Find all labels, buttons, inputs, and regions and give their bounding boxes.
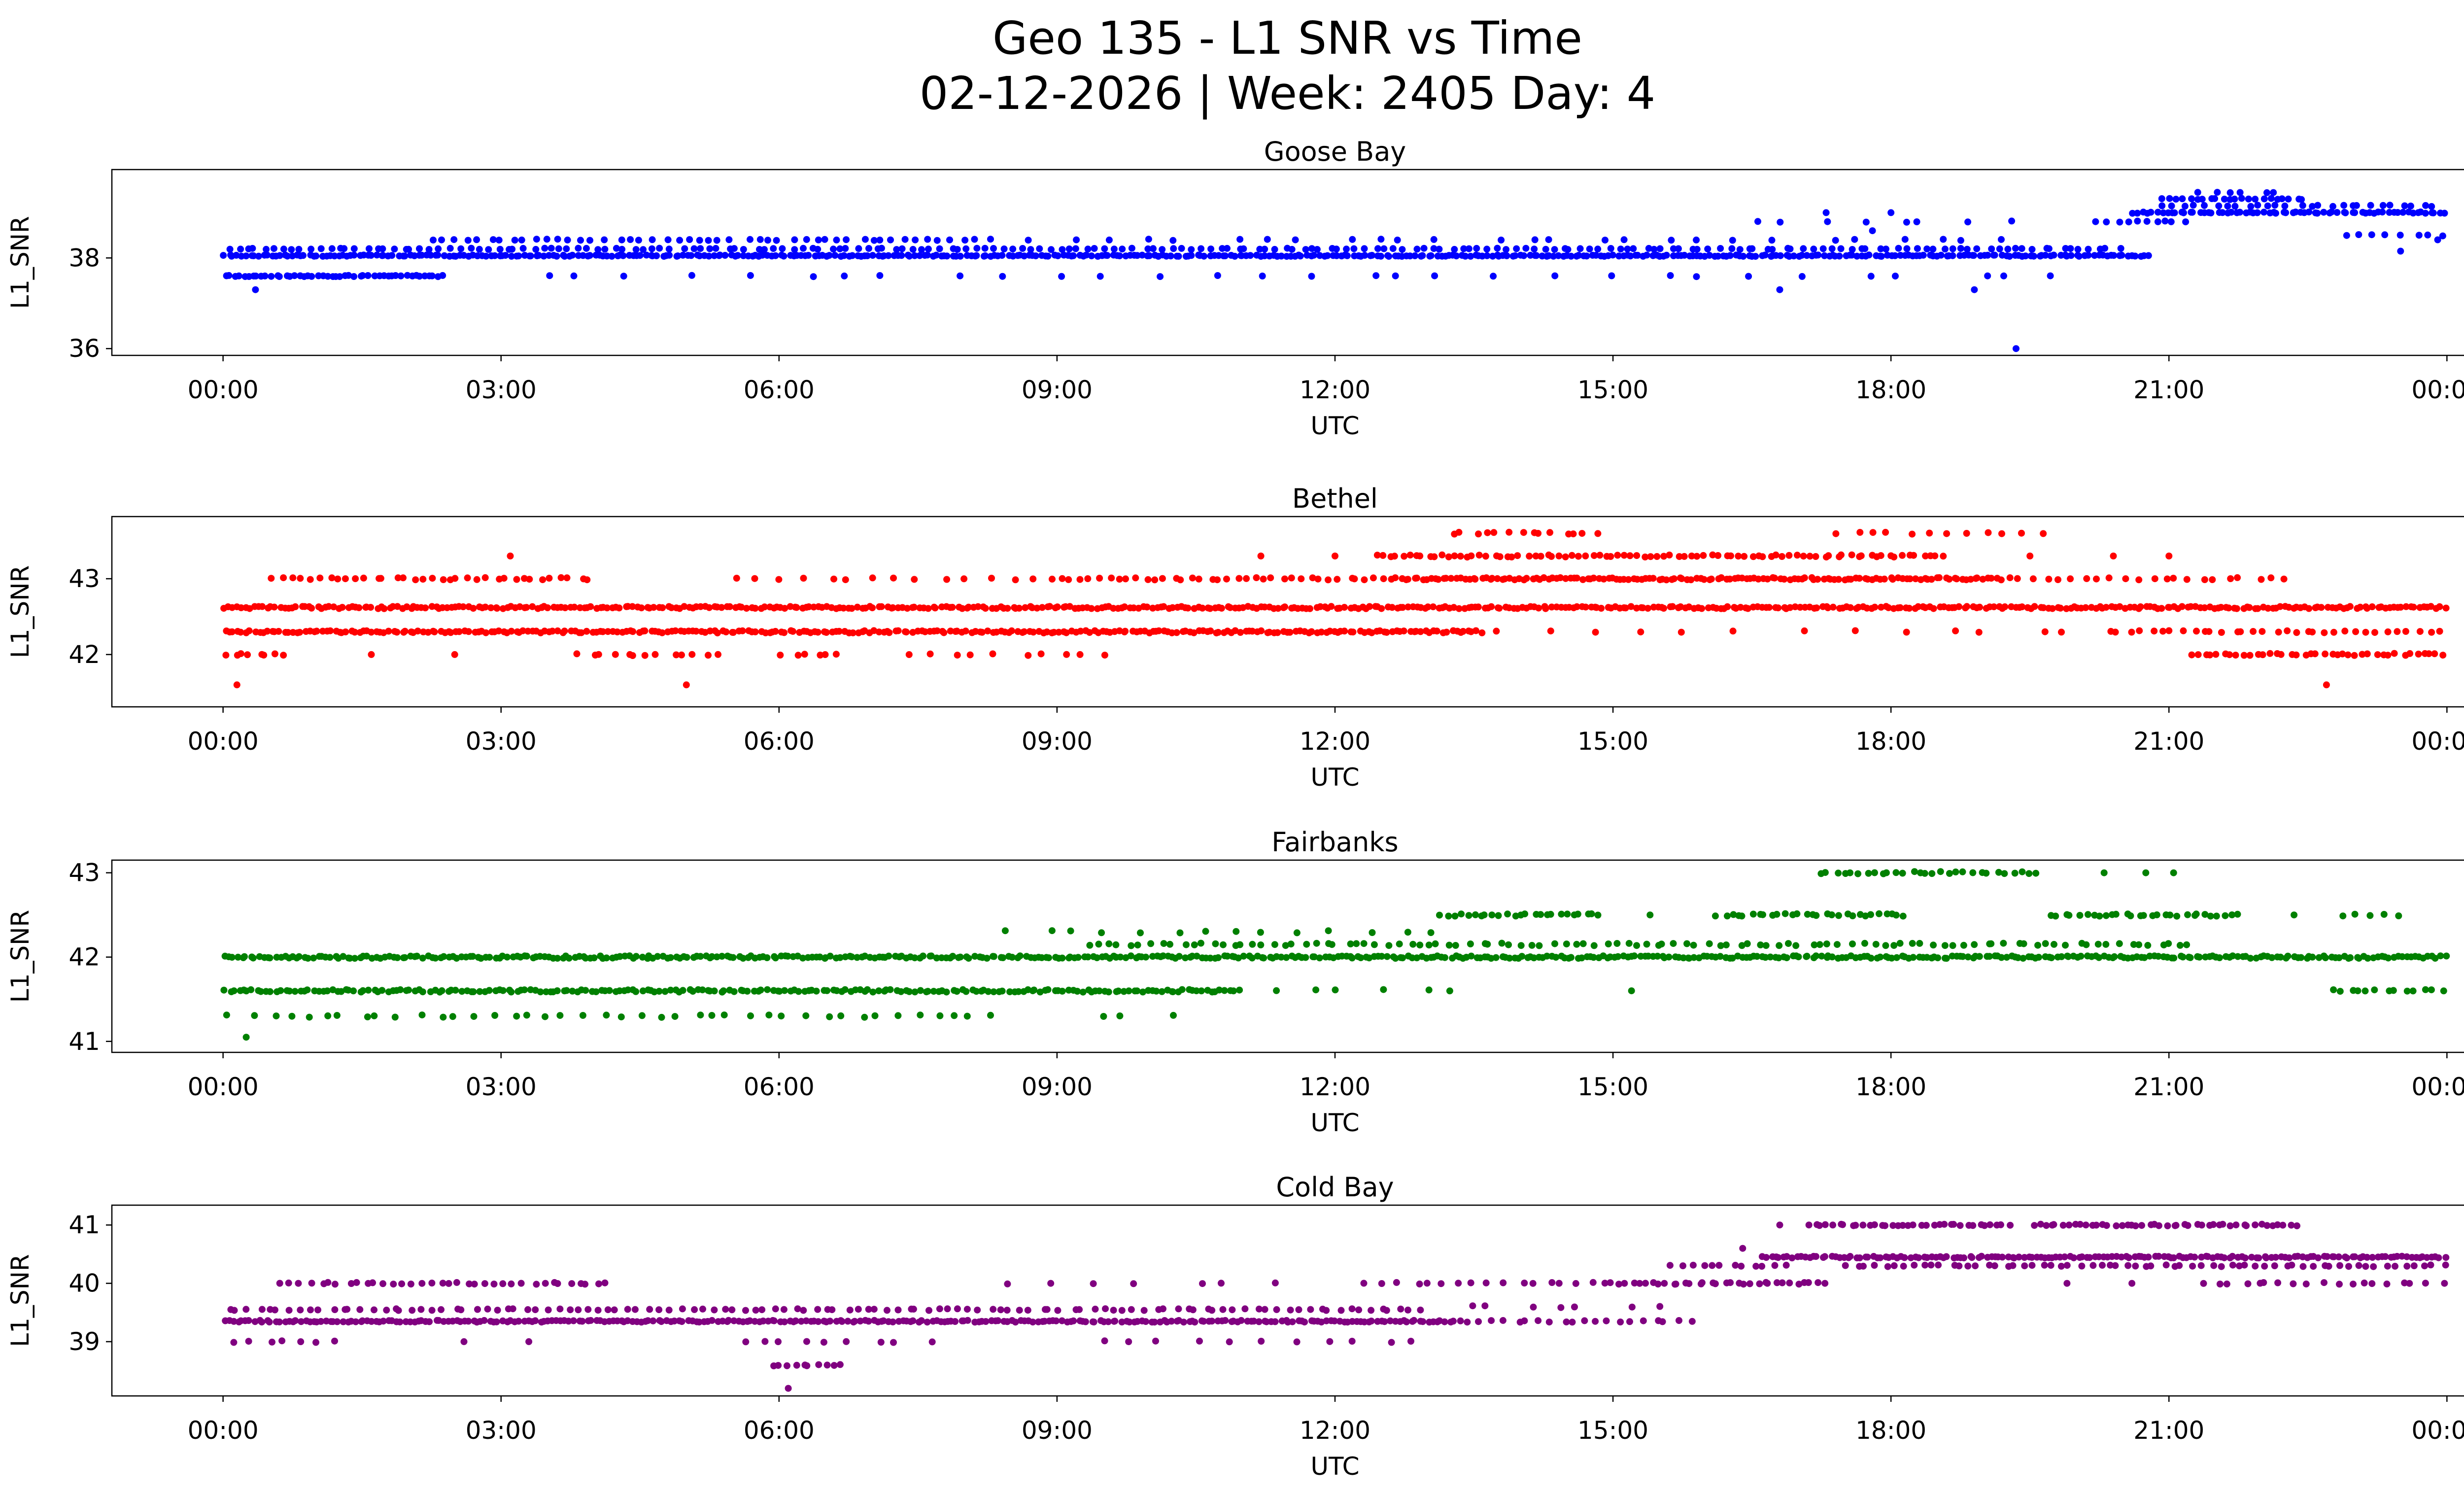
x-tick-label: 03:00 xyxy=(466,1416,537,1445)
x-tick-label: 21:00 xyxy=(2133,1416,2204,1445)
y-axis-label: L1_SNR xyxy=(6,216,34,309)
x-tick-label: 09:00 xyxy=(1022,1416,1093,1445)
scatter-points xyxy=(220,528,2450,689)
x-axis-label: UTC xyxy=(1310,1109,1359,1137)
subplot-goose-bay: Goose Bay 36 38 00:00 03:00 06:00 09:00 12:00 15… xyxy=(6,136,2464,440)
x-tick-label: 15:00 xyxy=(1577,1416,1648,1445)
subplot-title: Fairbanks xyxy=(1271,827,1398,858)
scatter-points xyxy=(220,189,2448,352)
x-tick-label: 00:00 xyxy=(2411,1416,2464,1445)
x-tick-label: 18:00 xyxy=(1855,1073,1926,1101)
figure-subtitle: 02-12-2026 | Week: 2405 Day: 4 xyxy=(919,67,1656,120)
x-tick-label: 00:00 xyxy=(188,376,259,404)
scatter-points xyxy=(220,868,2450,1041)
subplot-title: Cold Bay xyxy=(1276,1172,1394,1203)
subplot-bethel: Bethel 42 43 00:00 03:00 06:00 09:00 12:00 15:00… xyxy=(6,483,2464,792)
y-axis-label: L1_SNR xyxy=(6,565,34,659)
axes-frame xyxy=(111,1204,2464,1397)
x-tick-label: 12:00 xyxy=(1300,376,1370,404)
y-tick-label: 40 xyxy=(68,1269,100,1298)
x-tick-label: 06:00 xyxy=(744,376,815,404)
x-tick-label: 21:00 xyxy=(2133,727,2204,756)
y-tick-label: 42 xyxy=(68,640,100,669)
x-tick-label: 00:00 xyxy=(2411,376,2464,404)
x-tick-label: 15:00 xyxy=(1577,727,1648,756)
x-tick-label: 00:00 xyxy=(2411,1073,2464,1101)
x-tick-label: 06:00 xyxy=(744,1416,815,1445)
x-tick-label: 09:00 xyxy=(1022,376,1093,404)
y-tick-label: 39 xyxy=(68,1327,100,1356)
y-tick-label: 41 xyxy=(68,1027,100,1056)
y-axis-label: L1_SNR xyxy=(6,910,34,1003)
x-tick-label: 06:00 xyxy=(744,1073,815,1101)
x-tick-label: 21:00 xyxy=(2133,376,2204,404)
x-tick-label: 00:00 xyxy=(188,1416,259,1445)
subplot-title: Goose Bay xyxy=(1264,136,1406,167)
x-tick-label: 09:00 xyxy=(1022,727,1093,756)
y-tick-label: 41 xyxy=(68,1211,100,1239)
y-tick-label: 36 xyxy=(68,334,100,363)
x-tick-label: 18:00 xyxy=(1855,1416,1926,1445)
figure-title: Geo 135 - L1 SNR vs Time xyxy=(992,12,1582,65)
x-tick-label: 12:00 xyxy=(1300,727,1370,756)
x-axis-label: UTC xyxy=(1310,412,1359,440)
x-tick-label: 00:00 xyxy=(188,1073,259,1101)
x-tick-label: 06:00 xyxy=(744,727,815,756)
x-tick-label: 21:00 xyxy=(2133,1073,2204,1101)
x-tick-label: 12:00 xyxy=(1300,1073,1370,1101)
axes-frame xyxy=(111,516,2464,708)
x-tick-label: 09:00 xyxy=(1022,1073,1093,1101)
y-tick-label: 43 xyxy=(68,859,100,887)
x-tick-label: 18:00 xyxy=(1855,727,1926,756)
axes-frame xyxy=(111,169,2464,356)
x-tick-label: 12:00 xyxy=(1300,1416,1370,1445)
x-tick-label: 15:00 xyxy=(1577,376,1648,404)
subplot-fairbanks: Fairbanks 41 42 43 00:00 03:00 06:00 09:00 12:00… xyxy=(6,827,2464,1137)
x-tick-label: 03:00 xyxy=(466,376,537,404)
x-axis-label: UTC xyxy=(1310,763,1359,792)
x-tick-label: 03:00 xyxy=(466,727,537,756)
subplot-title: Bethel xyxy=(1292,483,1378,514)
y-tick-label: 43 xyxy=(68,564,100,593)
x-tick-label: 00:00 xyxy=(2411,727,2464,756)
y-tick-label: 42 xyxy=(68,943,100,972)
subplot-cold-bay: Cold Bay 39 40 41 00:00 03:00 06:00 09:00 12:00 1… xyxy=(6,1172,2464,1481)
x-tick-label: 18:00 xyxy=(1855,376,1926,404)
x-axis-label: UTC xyxy=(1310,1452,1359,1481)
x-tick-label: 15:00 xyxy=(1577,1073,1648,1101)
x-tick-label: 03:00 xyxy=(466,1073,537,1101)
x-tick-label: 00:00 xyxy=(188,727,259,756)
y-tick-label: 38 xyxy=(68,243,100,272)
y-axis-label: L1_SNR xyxy=(6,1254,34,1347)
scatter-points xyxy=(222,1220,2450,1392)
